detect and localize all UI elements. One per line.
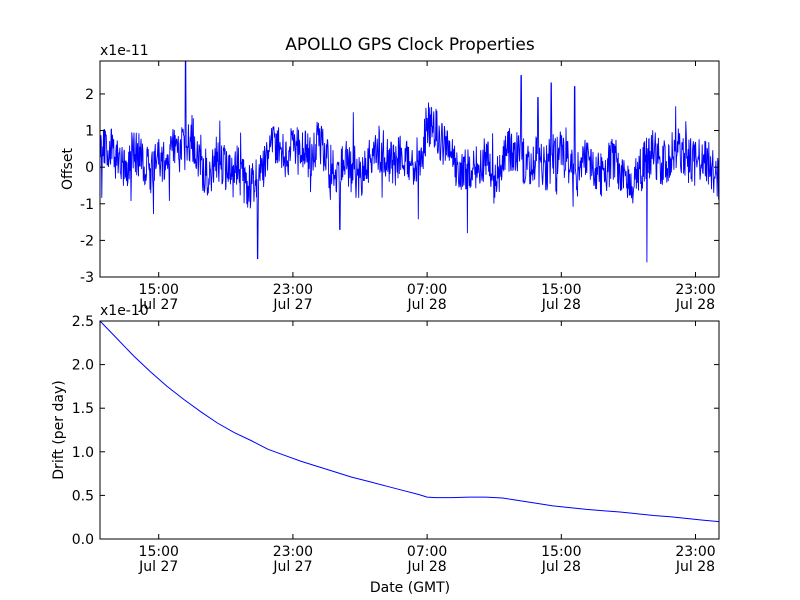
axes-frame xyxy=(99,320,720,540)
x-tick-label-time: 15:00 xyxy=(139,544,179,560)
x-tick-label-time: 23:00 xyxy=(675,282,715,298)
x-tick-label-time: 07:00 xyxy=(407,544,447,560)
y-tick-label: 2.0 xyxy=(72,358,94,374)
x-tick-label-date: Jul 27 xyxy=(138,559,178,575)
y-tick-label: 1.0 xyxy=(72,445,94,461)
x-tick-label-date: Jul 27 xyxy=(138,297,178,313)
x-axis-label: Date (GMT) xyxy=(370,580,450,596)
x-tick-label-date: Jul 28 xyxy=(675,559,715,575)
x-tick-label-time: 23:00 xyxy=(273,282,313,298)
x-tick-label-date: Jul 28 xyxy=(541,559,581,575)
y-tick-label: -1 xyxy=(80,197,94,213)
x-tick-label-date: Jul 28 xyxy=(541,297,581,313)
x-tick-label-time: 23:00 xyxy=(675,544,715,560)
y-tick-label: 2.5 xyxy=(72,314,94,330)
axis-multiplier-label: x1e-10 xyxy=(100,303,149,319)
y-axis-label: Drift (per day) xyxy=(51,380,67,479)
y-tick-label: 1.5 xyxy=(72,401,94,417)
x-tick-label-date: Jul 27 xyxy=(272,559,312,575)
series-line-offset xyxy=(100,61,719,263)
x-tick-label-date: Jul 28 xyxy=(407,297,447,313)
x-tick-label-date: Jul 28 xyxy=(675,297,715,313)
chart-title: APOLLO GPS Clock Properties xyxy=(285,35,535,55)
axes-frame xyxy=(99,60,720,278)
y-tick-label: -2 xyxy=(80,233,94,249)
x-tick-label-time: 15:00 xyxy=(541,282,581,298)
y-axis-label: Offset xyxy=(60,147,76,190)
series-line-drift xyxy=(100,321,719,523)
y-tick-label: -3 xyxy=(80,270,94,286)
axis-multiplier-label: x1e-11 xyxy=(100,43,149,59)
y-tick-label: 2 xyxy=(85,87,94,103)
x-tick-label-date: Jul 28 xyxy=(407,559,447,575)
x-tick-label-date: Jul 27 xyxy=(272,297,312,313)
y-tick-label: 0.5 xyxy=(72,488,94,504)
y-tick-label: 0.0 xyxy=(72,532,94,548)
x-tick-label-time: 15:00 xyxy=(541,544,581,560)
x-tick-label-time: 07:00 xyxy=(407,282,447,298)
y-tick-label: 1 xyxy=(85,124,94,140)
x-tick-label-time: 15:00 xyxy=(139,282,179,298)
x-tick-label-time: 23:00 xyxy=(273,544,313,560)
y-tick-label: 0 xyxy=(85,160,94,176)
